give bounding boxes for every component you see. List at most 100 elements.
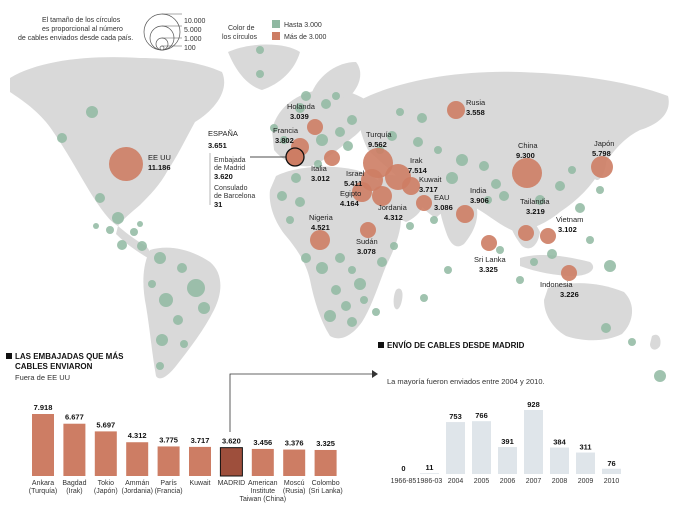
country-name: India bbox=[470, 186, 487, 195]
country-circle bbox=[535, 195, 545, 205]
country-value: 9.300 bbox=[516, 151, 535, 160]
country-circle bbox=[321, 99, 331, 109]
country-circle bbox=[314, 160, 322, 168]
color-legend-title: los círculos bbox=[222, 34, 258, 41]
country-name: Vietnam bbox=[556, 215, 583, 224]
bar bbox=[314, 449, 337, 476]
country-circle bbox=[547, 249, 557, 259]
bar-category-label: 2005 bbox=[474, 478, 490, 485]
bar bbox=[94, 431, 117, 476]
country-value: 3.102 bbox=[558, 225, 577, 234]
country-circle bbox=[316, 134, 328, 146]
land-uk bbox=[290, 109, 301, 128]
country-value: 3.219 bbox=[526, 207, 545, 216]
circle-italia bbox=[324, 150, 340, 166]
bar-value-label: 4.312 bbox=[128, 431, 147, 440]
bar bbox=[32, 414, 54, 476]
circle-india bbox=[456, 205, 474, 223]
embassy-chart-title: LAS EMBAJADAS QUE MÁS bbox=[15, 352, 124, 361]
country-value: 3.325 bbox=[479, 265, 498, 274]
bar-value-label: 6.677 bbox=[65, 413, 84, 422]
embassy-chart-heading: LAS EMBAJADAS QUE MÁS CABLES ENVIARON Fu… bbox=[6, 352, 124, 382]
land-asia bbox=[358, 71, 669, 232]
country-circle bbox=[112, 212, 124, 224]
land-new-zealand bbox=[650, 334, 661, 350]
size-legend-value: 100 bbox=[184, 45, 196, 52]
embassy-chart-subtitle: Fuera de EE UU bbox=[15, 373, 70, 382]
country-circle bbox=[156, 334, 168, 346]
country-circle bbox=[341, 301, 351, 311]
country-circle bbox=[456, 154, 468, 166]
country-name: Egipto bbox=[340, 189, 361, 198]
country-circle bbox=[347, 317, 357, 327]
land-greenland bbox=[228, 44, 300, 90]
country-circle bbox=[148, 280, 156, 288]
country-name: Japón bbox=[594, 139, 614, 148]
country-circle bbox=[354, 278, 366, 290]
country-circle bbox=[130, 228, 138, 236]
country-circle bbox=[575, 203, 585, 213]
bar-value-label: 76 bbox=[607, 459, 615, 468]
country-circle bbox=[347, 115, 357, 125]
country-circle bbox=[387, 131, 397, 141]
bar-category-label: (Rusia) bbox=[283, 488, 306, 495]
country-circle bbox=[295, 103, 305, 113]
bar-value-label: 3.775 bbox=[159, 435, 178, 444]
bar bbox=[550, 447, 569, 474]
bar bbox=[498, 447, 517, 474]
heading-marker bbox=[378, 342, 384, 348]
bar-category-label: Tokio bbox=[98, 480, 114, 487]
country-circle bbox=[377, 257, 387, 267]
circle-kuwait bbox=[402, 177, 420, 195]
country-name: Jordania bbox=[378, 203, 408, 212]
bar-category-label: París bbox=[160, 480, 177, 487]
bar-category-label: 2010 bbox=[604, 478, 620, 485]
bar-category-label: Kuwait bbox=[189, 480, 210, 487]
country-circle bbox=[444, 266, 452, 274]
country-circle bbox=[596, 186, 604, 194]
country-circle bbox=[555, 181, 565, 191]
country-circle bbox=[270, 124, 278, 132]
legend-swatch-orange bbox=[272, 32, 280, 40]
bar bbox=[251, 448, 274, 476]
bar-value-label: 384 bbox=[553, 438, 566, 447]
spain-annotation: ESPAÑA 3.651 Embajada de Madrid 3.620 Co… bbox=[208, 129, 255, 209]
country-circle bbox=[280, 136, 288, 144]
size-legend: El tamaño de los círculos es proporciona… bbox=[18, 13, 206, 52]
country-circle bbox=[420, 294, 428, 302]
circle-usa bbox=[109, 147, 143, 181]
embassy-bar-chart: 7.918 Ankara(Turquía) 6.677 Bagdad(Irak) 5.6… bbox=[29, 403, 343, 503]
bar-category-label: (Turquía) bbox=[29, 488, 58, 495]
bar-value-label: 5.697 bbox=[96, 420, 115, 429]
land-scandinavia bbox=[312, 62, 361, 99]
spain-total: 3.651 bbox=[208, 141, 227, 150]
country-circle bbox=[499, 191, 509, 201]
country-circle bbox=[93, 223, 99, 229]
legend-label-orange: Más de 3.000 bbox=[284, 34, 327, 41]
country-circle bbox=[586, 236, 594, 244]
bar bbox=[576, 452, 595, 474]
bar-category-label: (Jordania) bbox=[121, 488, 153, 495]
country-circle bbox=[348, 266, 356, 274]
bar-value-label: 766 bbox=[475, 411, 488, 420]
bar-category-label: Moscú bbox=[284, 480, 305, 487]
country-circle bbox=[324, 310, 336, 322]
circle-indonesia bbox=[561, 265, 577, 281]
bar bbox=[524, 410, 543, 474]
country-value: 3.906 bbox=[470, 196, 489, 205]
circle-eau bbox=[416, 195, 432, 211]
size-legend-circle bbox=[159, 45, 165, 51]
country-value: 3.039 bbox=[290, 112, 309, 121]
size-legend-circle bbox=[143, 13, 181, 51]
country-circle bbox=[491, 179, 501, 189]
country-circle bbox=[446, 172, 458, 184]
country-circle bbox=[331, 285, 341, 295]
